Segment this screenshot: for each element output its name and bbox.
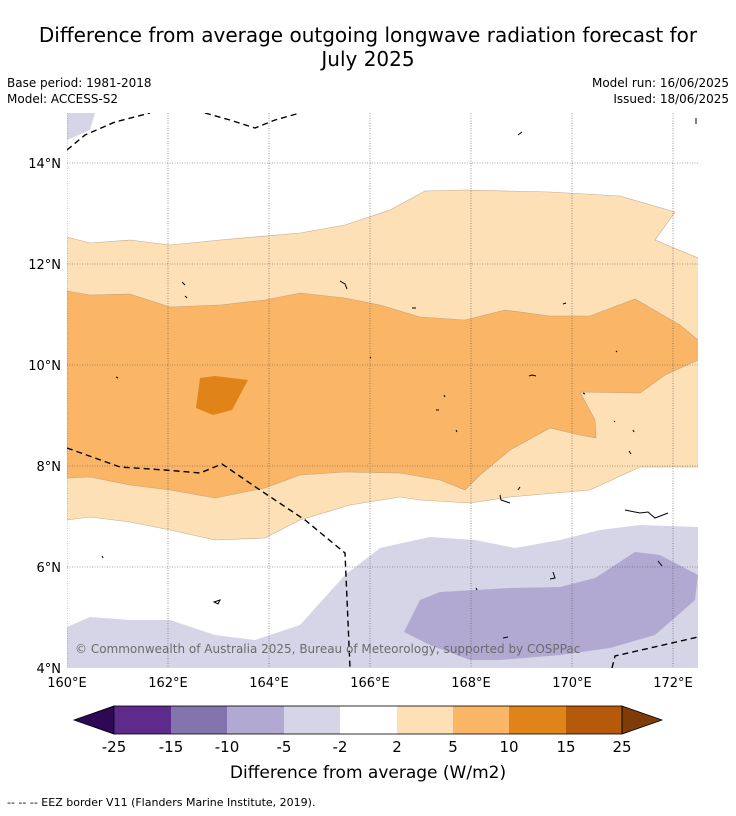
title-line-1: Difference from average outgoing longwav… xyxy=(38,23,698,47)
title-line-2: July 2025 xyxy=(321,47,415,71)
copyright-text: © Commonwealth of Australia 2025, Bureau… xyxy=(75,642,580,656)
colorbar-label-7: 5 xyxy=(448,738,458,756)
colorbar-segment-2 xyxy=(171,706,227,734)
lon-tick-170: 170°E xyxy=(552,676,592,691)
lon-tick-168: 168°E xyxy=(451,676,491,691)
meta-right: Model run: 16/06/2025 Issued: 18/06/2025 xyxy=(592,75,729,107)
colorbar-label-1: -25 xyxy=(102,738,127,756)
colorbar: -25 -15 -10 -5 -2 2 5 10 15 25 Differenc… xyxy=(72,705,664,783)
colorbar-extend-low xyxy=(72,705,115,735)
colorbar-segment-8 xyxy=(509,706,566,734)
colorbar-segment-7 xyxy=(453,706,509,734)
colorbar-title: Difference from average (W/m2) xyxy=(230,763,506,783)
contour-dark-orange-patch xyxy=(196,376,248,415)
contour-light-purple-north xyxy=(67,113,95,140)
contour-medium-orange-band xyxy=(67,291,698,498)
colorbar-segment-1 xyxy=(114,706,171,734)
colorbar-label-2: -15 xyxy=(159,738,184,756)
lat-tick-6: 6°N xyxy=(37,561,62,576)
colorbar-segment-6 xyxy=(397,706,453,734)
islands xyxy=(101,118,697,639)
lon-tick-162: 162°E xyxy=(148,676,188,691)
lon-tick-160: 160°E xyxy=(47,676,87,691)
gridlines xyxy=(67,113,698,668)
lat-tick-10: 10°N xyxy=(28,359,61,374)
colorbar-label-8: 10 xyxy=(499,738,518,756)
colorbar-segment-4 xyxy=(284,706,340,734)
colorbar-segment-3 xyxy=(227,706,284,734)
colorbar-label-5: -2 xyxy=(333,738,348,756)
meta-left: Base period: 1981-2018 Model: ACCESS-S2 xyxy=(7,75,152,107)
colorbar-label-6: 2 xyxy=(392,738,402,756)
colorbar-extend-high xyxy=(621,705,664,735)
eez-border xyxy=(67,113,698,668)
lat-tick-4: 4°N xyxy=(37,662,62,677)
model-run-text: Model run: 16/06/2025 xyxy=(591,76,729,90)
footnote: -- -- -- EEZ border V11 (Flanders Marine… xyxy=(7,796,316,809)
lon-tick-166: 166°E xyxy=(350,676,390,691)
colorbar-segment-5 xyxy=(340,706,397,734)
contour-medium-purple-patch xyxy=(404,552,698,660)
model-text: Model: ACCESS-S2 xyxy=(7,92,119,106)
base-period-text: Base period: 1981-2018 xyxy=(7,76,152,90)
colorbar-label-10: 25 xyxy=(612,738,631,756)
chart-title: Difference from average outgoing longwav… xyxy=(0,23,736,71)
colorbar-label-9: 15 xyxy=(556,738,575,756)
lon-tick-172: 172°E xyxy=(653,676,693,691)
lat-tick-8: 8°N xyxy=(37,460,62,475)
colorbar-segment-9 xyxy=(566,706,622,734)
lon-ticks: 160°E 162°E 164°E 166°E 168°E 170°E 172°… xyxy=(47,676,693,691)
colorbar-label-3: -10 xyxy=(215,738,240,756)
lon-tick-164: 164°E xyxy=(249,676,289,691)
colorbar-label-4: -5 xyxy=(277,738,292,756)
lat-tick-12: 12°N xyxy=(28,258,61,273)
issued-text: Issued: 18/06/2025 xyxy=(613,92,729,106)
lat-tick-14: 14°N xyxy=(28,157,61,172)
map-area: © Commonwealth of Australia 2025, Bureau… xyxy=(67,113,698,668)
lat-ticks: 14°N 12°N 10°N 8°N 6°N 4°N xyxy=(28,157,61,677)
